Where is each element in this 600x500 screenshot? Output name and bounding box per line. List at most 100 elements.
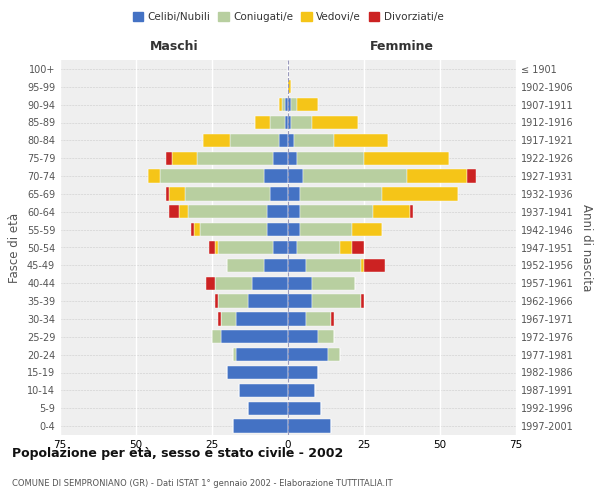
Bar [270,116,285,129]
Bar [288,312,306,326]
Bar [288,258,306,272]
Bar [191,223,194,236]
Bar [273,152,288,165]
Y-axis label: Anni di nascita: Anni di nascita [580,204,593,291]
Bar [212,330,221,344]
Bar [166,152,172,165]
Bar [218,241,273,254]
Bar [218,312,221,326]
Bar [300,205,373,218]
Bar [221,330,288,344]
Bar [282,98,285,112]
Bar [209,241,215,254]
Bar [279,98,282,112]
Bar [233,420,288,433]
Bar [288,134,294,147]
Bar [297,152,364,165]
Bar [291,116,313,129]
Bar [288,420,331,433]
Bar [291,98,297,112]
Bar [254,116,270,129]
Bar [236,312,288,326]
Bar [215,294,218,308]
Bar [303,170,407,183]
Bar [313,116,358,129]
Bar [248,294,288,308]
Bar [288,366,319,379]
Bar [263,170,288,183]
Bar [328,348,340,362]
Bar [306,312,331,326]
Bar [297,98,319,112]
Bar [227,366,288,379]
Bar [197,152,273,165]
Bar [263,258,288,272]
Bar [273,241,288,254]
Bar [364,152,449,165]
Bar [373,205,410,218]
Bar [288,187,300,200]
Text: Femmine: Femmine [370,40,434,53]
Bar [288,205,300,218]
Bar [352,241,364,254]
Legend: Celibi/Nubili, Coniugati/e, Vedovi/e, Divorziati/e: Celibi/Nubili, Coniugati/e, Vedovi/e, Di… [128,8,448,26]
Text: Popolazione per età, sesso e stato civile - 2002: Popolazione per età, sesso e stato civil… [12,448,343,460]
Bar [270,187,288,200]
Bar [352,223,382,236]
Y-axis label: Fasce di età: Fasce di età [8,212,21,282]
Bar [160,170,263,183]
Bar [306,258,361,272]
Bar [215,241,218,254]
Text: Maschi: Maschi [149,40,199,53]
Bar [203,134,230,147]
Bar [267,223,288,236]
Bar [248,402,288,415]
Bar [331,312,334,326]
Bar [227,258,263,272]
Bar [166,187,169,200]
Bar [300,187,382,200]
Bar [251,276,288,290]
Bar [169,187,185,200]
Bar [288,223,300,236]
Bar [200,223,267,236]
Bar [179,205,188,218]
Bar [288,294,313,308]
Bar [221,312,236,326]
Bar [361,258,364,272]
Bar [334,134,388,147]
Bar [288,241,297,254]
Bar [267,205,288,218]
Bar [467,170,476,183]
Bar [148,170,160,183]
Bar [288,80,291,94]
Bar [172,152,197,165]
Bar [288,98,291,112]
Bar [285,98,288,112]
Bar [185,187,270,200]
Bar [285,116,288,129]
Bar [288,330,319,344]
Bar [188,205,267,218]
Bar [194,223,200,236]
Bar [288,116,291,129]
Bar [239,384,288,397]
Bar [230,134,279,147]
Bar [236,348,288,362]
Bar [288,152,297,165]
Bar [288,276,313,290]
Bar [313,276,355,290]
Bar [364,258,385,272]
Bar [288,384,316,397]
Bar [313,294,361,308]
Bar [233,348,236,362]
Bar [382,187,458,200]
Bar [218,294,248,308]
Bar [206,276,215,290]
Bar [407,170,467,183]
Bar [288,170,303,183]
Text: COMUNE DI SEMPRONIANO (GR) - Dati ISTAT 1° gennaio 2002 - Elaborazione TUTTITALI: COMUNE DI SEMPRONIANO (GR) - Dati ISTAT … [12,479,392,488]
Bar [279,134,288,147]
Bar [410,205,413,218]
Bar [300,223,352,236]
